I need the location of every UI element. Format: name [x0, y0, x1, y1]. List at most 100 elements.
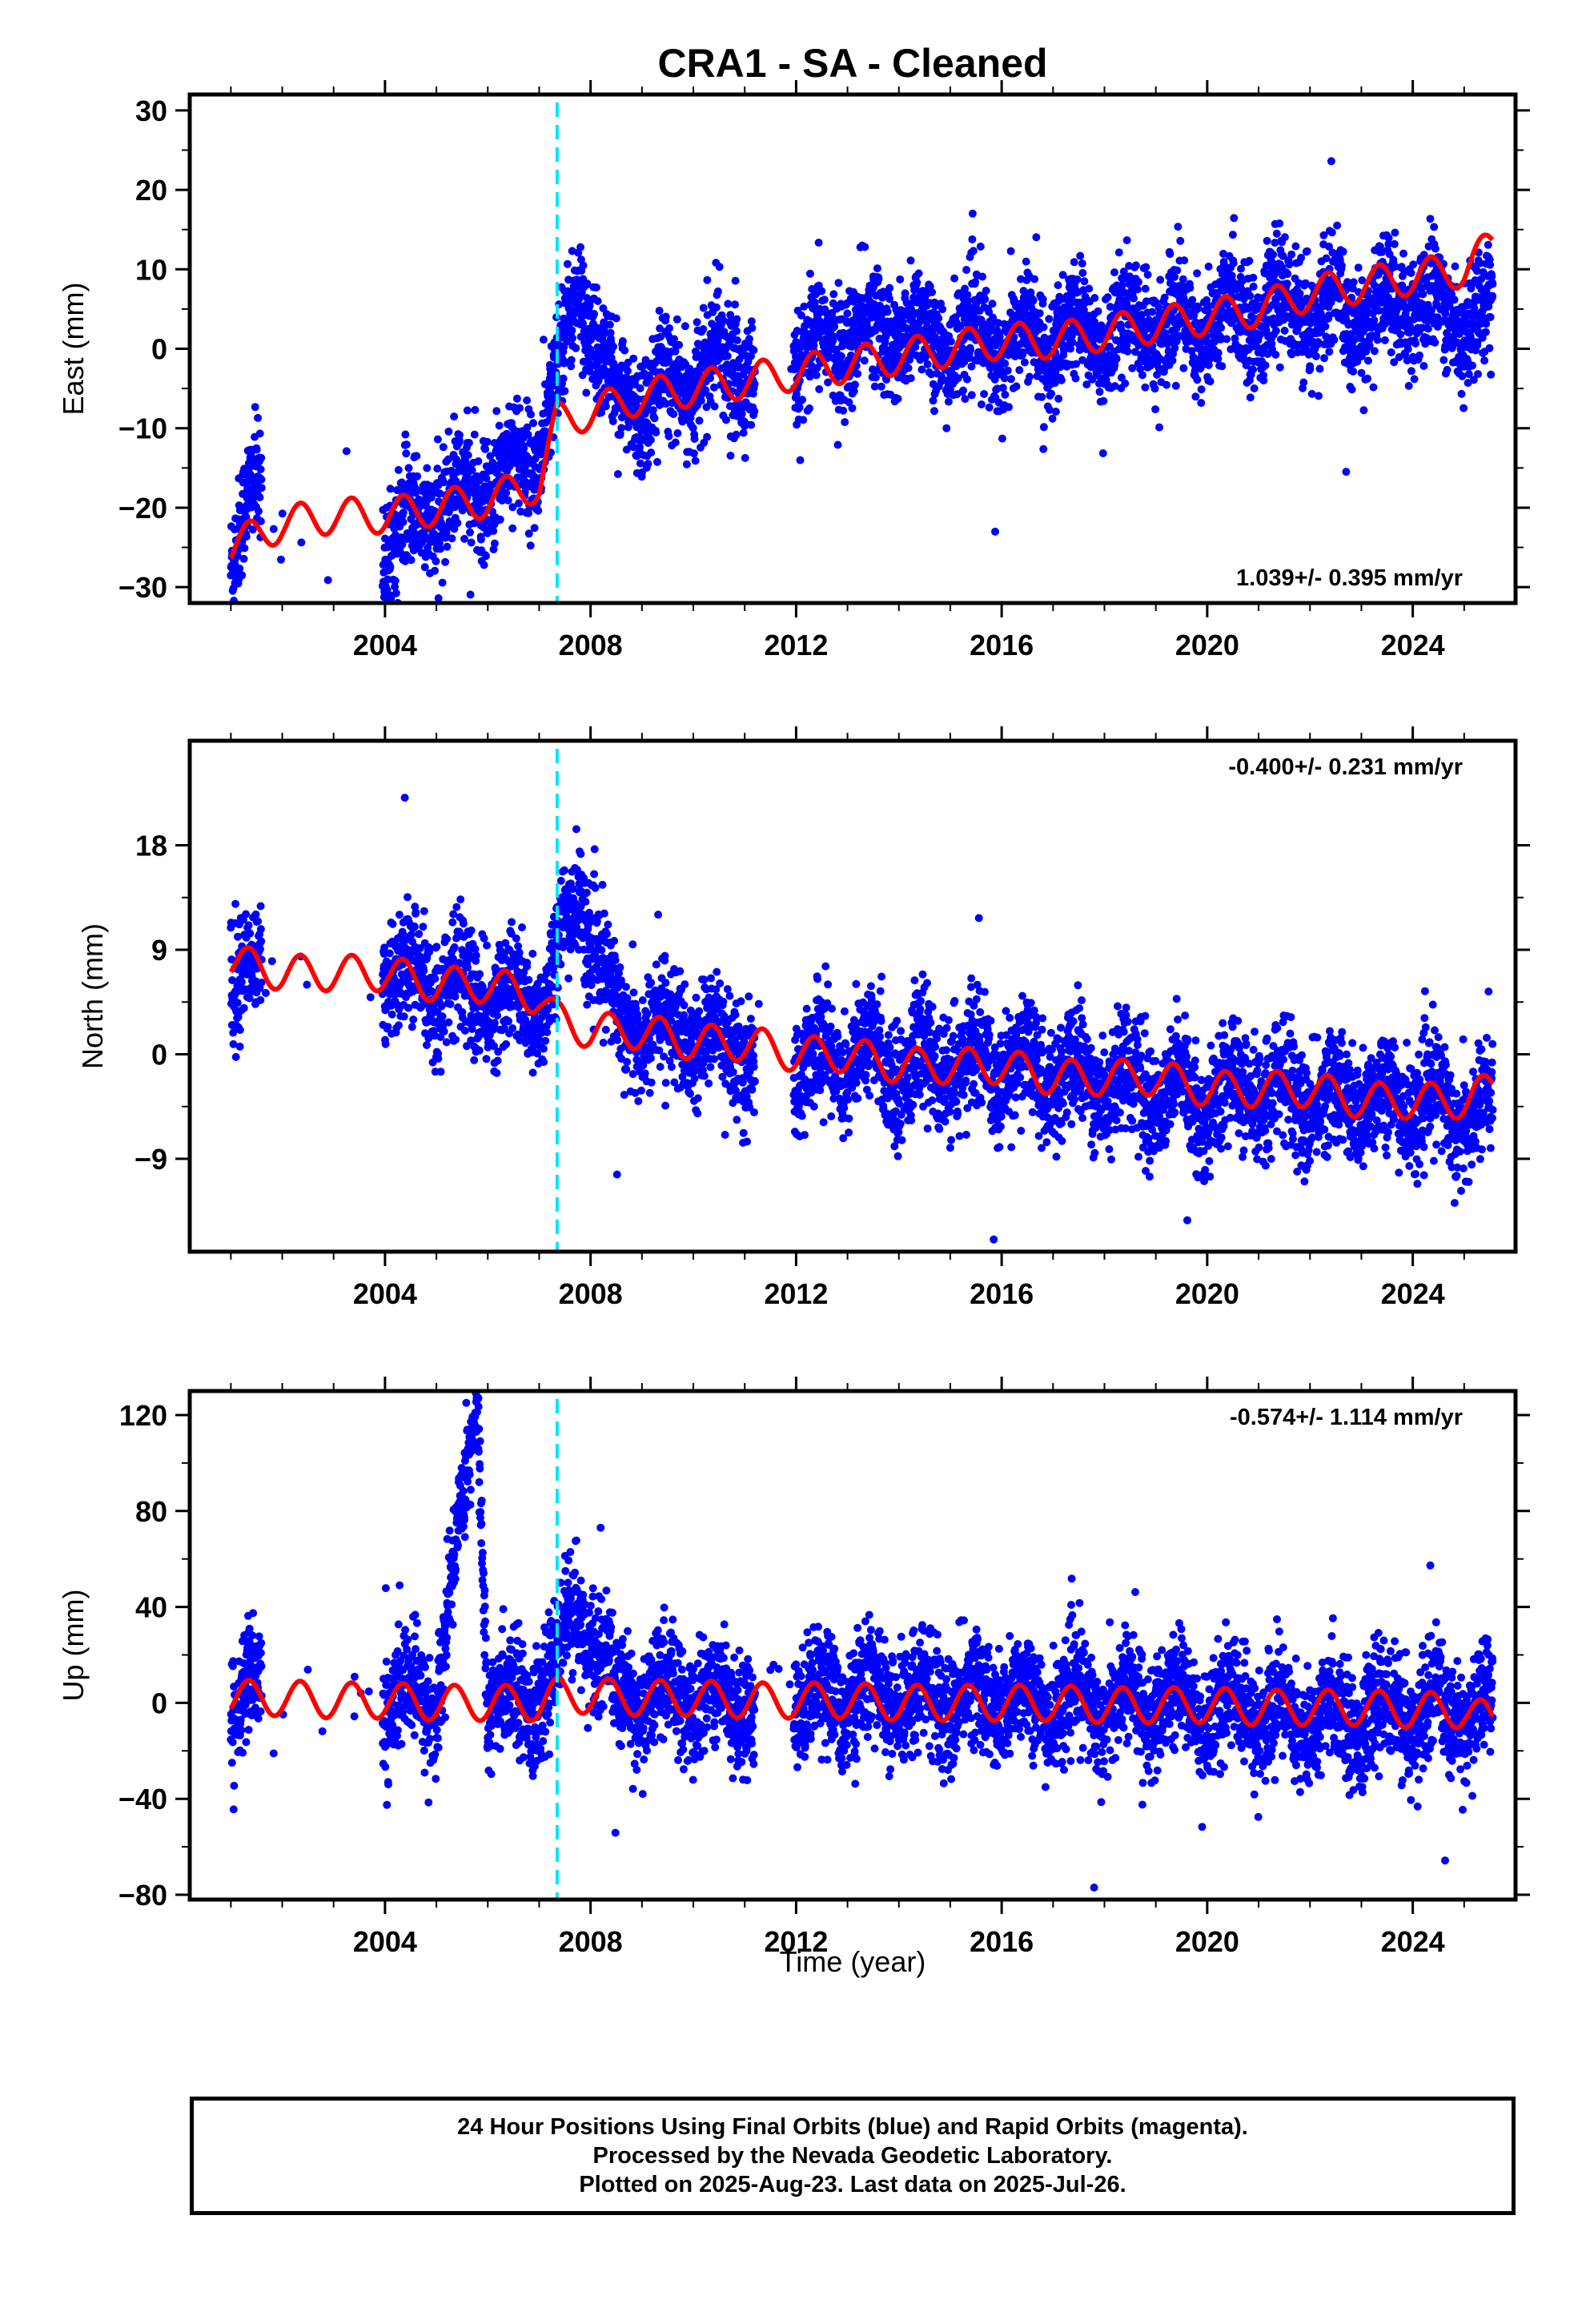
data-point — [1259, 376, 1268, 385]
data-point — [391, 577, 400, 585]
data-point — [520, 444, 528, 452]
data-point — [1486, 260, 1495, 269]
data-point — [1030, 275, 1039, 283]
data-point — [431, 566, 440, 575]
data-point — [257, 484, 266, 493]
x-tick-label: 2008 — [559, 629, 623, 661]
data-point — [387, 606, 396, 614]
data-point — [1359, 406, 1368, 415]
data-point — [240, 544, 249, 553]
data-point — [695, 416, 704, 425]
data-point — [906, 374, 915, 383]
data-point — [407, 556, 416, 565]
data-point — [466, 528, 474, 537]
data-point — [476, 535, 485, 544]
data-point — [1333, 221, 1342, 230]
data-point — [255, 429, 264, 438]
data-point — [962, 266, 971, 274]
data-point — [471, 405, 480, 414]
data-point — [991, 527, 999, 536]
data-point — [1098, 449, 1107, 457]
data-point — [873, 264, 881, 273]
data-point — [732, 430, 741, 439]
data-point — [1363, 374, 1371, 383]
data-point — [1223, 335, 1231, 344]
data-point — [386, 485, 395, 493]
data-point — [665, 357, 673, 365]
data-point — [1078, 268, 1087, 277]
data-point — [1271, 327, 1280, 336]
data-point — [1076, 251, 1085, 260]
data-point — [1176, 236, 1185, 245]
data-point — [457, 612, 465, 620]
data-point — [391, 582, 400, 591]
data-point — [1271, 350, 1280, 359]
data-point — [841, 418, 849, 427]
data-point — [401, 430, 410, 439]
data-point — [629, 443, 638, 452]
data-point — [323, 576, 332, 585]
data-point — [524, 509, 533, 517]
data-point — [930, 407, 938, 416]
data-point — [436, 545, 444, 553]
data-point — [963, 375, 971, 384]
data-point — [1150, 384, 1159, 393]
data-point — [391, 589, 400, 597]
data-point — [1370, 347, 1379, 356]
data-point — [1166, 250, 1174, 259]
data-point — [1193, 269, 1202, 278]
data-point — [613, 470, 622, 478]
data-point — [534, 506, 543, 515]
data-point — [710, 402, 719, 411]
data-point — [246, 929, 255, 938]
data-point — [235, 1026, 244, 1035]
y-tick-label: 20 — [135, 174, 167, 207]
data-point — [969, 247, 978, 255]
data-point — [508, 503, 517, 512]
data-point — [661, 400, 670, 408]
data-point — [504, 496, 512, 505]
data-point — [1303, 247, 1311, 255]
data-point — [747, 420, 756, 429]
data-point — [1431, 244, 1439, 253]
data-point — [1327, 228, 1336, 237]
data-point — [1171, 381, 1180, 390]
data-point — [1487, 370, 1496, 379]
data-point — [968, 235, 977, 243]
data-point — [853, 369, 862, 378]
data-point — [1457, 389, 1466, 398]
data-point — [1280, 233, 1289, 242]
data-point — [1204, 262, 1213, 271]
data-point — [1155, 423, 1163, 432]
data-point — [238, 571, 247, 580]
data-point — [244, 921, 253, 930]
data-point — [928, 287, 937, 296]
data-point — [1047, 389, 1056, 398]
data-point — [1141, 383, 1150, 392]
data-point — [609, 342, 618, 351]
data-point — [681, 322, 689, 331]
data-point — [342, 447, 351, 456]
data-point — [1197, 399, 1206, 408]
figure-svg: CRA1 - SA - Cleaned 2004 2008 2012 2016 2020… — [57, 41, 1530, 1978]
data-point — [257, 453, 266, 462]
data-point — [269, 525, 278, 533]
data-point — [463, 406, 472, 415]
data-point — [1330, 336, 1339, 344]
data-point — [1122, 236, 1131, 244]
data-point — [582, 388, 591, 397]
data-point — [508, 524, 517, 533]
data-point — [237, 978, 246, 987]
data-point — [1193, 376, 1202, 384]
data-point — [412, 489, 420, 497]
data-point — [671, 438, 680, 447]
data-point — [950, 274, 959, 283]
data-point — [1035, 309, 1044, 318]
data-point — [231, 1052, 240, 1061]
data-point — [252, 445, 261, 454]
data-point — [843, 309, 852, 318]
data-point — [567, 356, 576, 364]
data-point — [1291, 242, 1300, 251]
y-tick-label: 30 — [135, 94, 167, 127]
